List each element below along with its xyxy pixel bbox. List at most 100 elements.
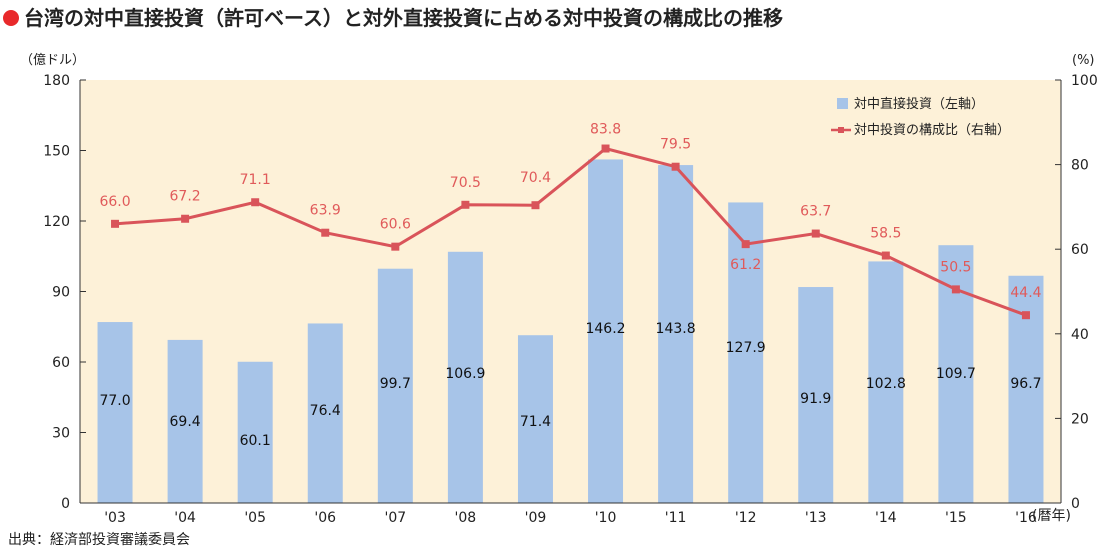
bar-3 [307,323,343,503]
line-label-11: 58.5 [870,226,901,242]
line-label-0: 66.0 [99,194,130,210]
bar-9 [728,202,764,503]
bar-label-13: 96.7 [1010,376,1041,392]
left-tick-label-0: 0 [61,496,70,512]
bar-label-10: 91.9 [800,391,831,407]
bar-series [97,159,1044,503]
bar-data-labels: 77.0 69.4 60.1 76.4 99.7 106.9 71.4 146.2 143.8 1… [99,321,1041,449]
line-marker-3 [321,228,330,237]
left-tick-label-180: 180 [43,73,70,89]
x-tick-label-11: '14 [875,510,897,526]
bar-1 [167,339,203,503]
bar-6 [517,335,553,503]
bar-4 [377,268,413,503]
right-tick-label-0: 0 [1071,496,1080,512]
legend-bar-label: 対中直接投資（左軸） [854,96,984,112]
bar-5 [447,251,483,503]
line-label-9: 61.2 [730,257,761,273]
bar-2 [237,361,273,503]
left-axis-ticks: 0 30 60 90 120 150 180 [43,73,86,512]
right-axis-ticks: 0 20 40 60 80 100 [1055,73,1098,512]
bar-label-7: 146.2 [585,321,625,337]
bar-0 [97,322,133,503]
line-label-8: 79.5 [660,137,691,153]
title-bullet-icon [3,10,19,26]
line-marker-8 [671,162,680,171]
legend-bar-swatch [837,98,848,109]
x-tick-label-6: '09 [525,510,547,526]
plot-area [80,80,1061,503]
line-data-labels: 66.0 67.2 71.1 63.9 60.6 70.5 70.4 83.8 79.5 61.2… [99,122,1041,302]
bar-label-0: 77.0 [99,393,130,409]
x-tick-label-2: '05 [244,510,266,526]
right-tick-label-40: 40 [1071,327,1089,343]
x-tick-label-12: '15 [945,510,967,526]
bar-11 [868,261,904,503]
chart-title: 台湾の対中直接投資（許可ベース）と対外直接投資に占める対中投資の構成比の推移 [24,6,783,30]
right-tick-label-100: 100 [1071,73,1098,89]
line-label-10: 63.7 [800,204,831,220]
line-marker-7 [601,144,610,153]
line-marker-12 [951,285,960,294]
line-marker-6 [531,201,540,210]
legend: 対中直接投資（左軸） 対中投資の構成比（右軸） [831,96,1010,138]
line-label-7: 83.8 [590,122,621,138]
bar-7 [588,159,624,503]
x-tick-label-7: '10 [595,510,617,526]
x-tick-label-8: '11 [665,510,687,526]
line-marker-4 [391,242,400,251]
x-tick-label-13: '16 [1015,510,1037,526]
x-tick-label-4: '07 [384,510,406,526]
line-marker-9 [741,240,750,249]
bar-label-4: 99.7 [380,376,411,392]
bar-label-12: 109.7 [936,366,976,382]
left-axis-unit: （億ドル） [20,52,85,68]
line-marker-2 [251,198,260,207]
line-marker-0 [111,219,120,228]
x-axis-unit: (暦年) [1032,508,1071,524]
x-tick-label-10: '13 [805,510,827,526]
line-label-1: 67.2 [170,189,201,205]
line-markers [111,144,1030,320]
left-tick-label-30: 30 [52,426,70,442]
bar-label-11: 102.8 [866,376,906,392]
legend-line-label: 対中投資の構成比（右軸） [854,122,1010,138]
bar-8 [658,165,694,503]
right-tick-label-60: 60 [1071,242,1089,258]
x-tick-label-0: '03 [104,510,126,526]
bar-label-5: 106.9 [445,366,485,382]
legend-line-marker [838,127,844,133]
source-note: 出典：経済部投資審議委員会 [8,531,190,548]
line-label-12: 50.5 [940,259,971,275]
bar-label-9: 127.9 [726,340,766,356]
line-label-5: 70.5 [450,175,481,191]
x-tick-label-3: '06 [314,510,336,526]
line-marker-5 [461,200,470,209]
line-marker-1 [181,214,190,223]
line-marker-11 [881,251,890,260]
left-tick-label-120: 120 [43,214,70,230]
line-label-3: 63.9 [310,203,341,219]
x-tick-label-5: '08 [455,510,477,526]
line-label-4: 60.6 [380,217,411,233]
line-marker-13 [1021,311,1030,320]
line-label-2: 71.1 [240,172,271,188]
right-tick-label-20: 20 [1071,411,1089,427]
line-series [114,146,1027,317]
left-tick-label-60: 60 [52,355,70,371]
line-marker-10 [811,229,820,238]
x-tick-label-9: '12 [735,510,757,526]
bar-label-8: 143.8 [656,321,696,337]
right-axis-unit: (%) [1072,53,1095,68]
bar-10 [798,287,834,503]
left-tick-label-150: 150 [43,144,70,160]
bar-label-3: 76.4 [310,403,341,419]
line-label-6: 70.4 [520,170,551,186]
x-axis-ticks: '03 '04 '05 '06 '07 '08 '09 '10 '11 '12 '13 '14 '15 '… [104,510,1037,526]
bar-label-2: 60.1 [240,433,271,449]
bar-label-1: 69.4 [170,414,201,430]
line-label-13: 44.4 [1010,285,1041,301]
right-tick-label-80: 80 [1071,158,1089,174]
bar-label-6: 71.4 [520,414,551,430]
